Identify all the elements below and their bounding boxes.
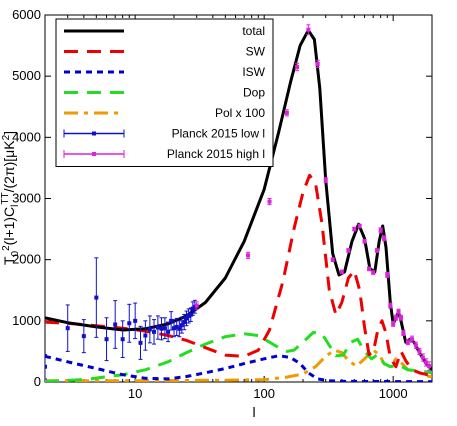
legend-label: Dop — [243, 86, 265, 100]
data-point-planck-2015-low-l — [188, 312, 193, 317]
data-point-planck-2015-low-l — [184, 316, 189, 321]
series-line-dop — [45, 331, 432, 382]
x-tick-label: 100 — [253, 386, 275, 401]
data-point-planck-2015-high-l — [391, 321, 396, 326]
data-point-planck-2015-high-l — [410, 337, 415, 342]
data-point-planck-2015-low-l — [174, 324, 179, 329]
data-point-planck-2015-high-l — [375, 248, 380, 253]
data-point-planck-2015-high-l — [362, 239, 367, 244]
legend-label: total — [242, 24, 265, 38]
data-point-planck-2015-low-l — [127, 321, 132, 326]
series-line-pol-x-100 — [45, 348, 432, 382]
data-point-planck-2015-low-l — [143, 333, 148, 338]
y-tick-label: 4000 — [12, 129, 41, 144]
data-point-planck-2015-low-l — [81, 334, 86, 339]
data-point-planck-2015-low-l — [104, 337, 109, 342]
series-layer — [45, 24, 432, 382]
x-tick-label: 1000 — [379, 386, 408, 401]
data-point-planck-2015-high-l — [382, 236, 387, 241]
data-point-planck-2015-low-l — [186, 313, 191, 318]
legend-swatch-marker — [92, 131, 96, 136]
legend-label: ISW — [242, 65, 265, 79]
data-point-planck-2015-low-l — [169, 318, 174, 323]
x-tick-label: 10 — [128, 386, 142, 401]
y-tick-label: 3000 — [12, 191, 41, 206]
data-point-planck-2015-low-l — [172, 326, 176, 331]
data-point-planck-2015-high-l — [284, 110, 289, 115]
legend-label: SW — [246, 45, 266, 59]
data-point-planck-2015-high-l — [339, 269, 344, 274]
data-point-planck-2015-low-l — [120, 337, 125, 342]
data-point-planck-2015-high-l — [401, 331, 406, 336]
data-point-planck-2015-high-l — [295, 64, 300, 69]
data-point-planck-2015-high-l — [371, 270, 376, 275]
x-axis-label: l — [252, 404, 255, 420]
data-point-planck-2015-high-l — [330, 257, 335, 262]
data-point-planck-2015-high-l — [385, 272, 390, 277]
data-point-planck-2015-high-l — [398, 315, 403, 320]
y-tick-label: 0 — [34, 374, 41, 389]
y-tick-label: 1000 — [12, 313, 41, 328]
y-tick-label: 2000 — [12, 252, 41, 267]
data-point-planck-2015-high-l — [306, 27, 311, 32]
data-point-planck-2015-low-l — [138, 340, 143, 345]
data-point-planck-2015-high-l — [267, 199, 272, 204]
data-point-planck-2015-low-l — [94, 295, 99, 300]
data-point-planck-2015-high-l — [424, 360, 429, 365]
data-point-planck-2015-low-l — [162, 326, 167, 331]
data-point-planck-2015-high-l — [413, 343, 418, 348]
data-point-planck-2015-high-l — [427, 364, 432, 369]
data-point-planck-2015-high-l — [396, 309, 401, 314]
data-point-planck-2015-low-l — [177, 326, 182, 331]
data-point-planck-2015-high-l — [378, 228, 383, 233]
data-point-planck-2015-low-l — [45, 364, 47, 369]
data-point-planck-2015-low-l — [182, 320, 187, 325]
data-point-planck-2015-high-l — [367, 266, 372, 271]
data-point-planck-2015-high-l — [315, 61, 320, 66]
data-point-planck-2015-high-l — [323, 178, 328, 183]
data-point-planck-2015-high-l — [352, 227, 357, 232]
data-point-planck-2015-high-l — [417, 349, 422, 354]
data-point-planck-2015-high-l — [388, 303, 393, 308]
data-point-planck-2015-high-l — [246, 253, 251, 258]
data-point-planck-2015-low-l — [147, 327, 152, 332]
data-point-planck-2015-high-l — [420, 355, 425, 360]
data-point-planck-2015-low-l — [179, 323, 184, 328]
data-point-planck-2015-low-l — [159, 326, 164, 331]
data-point-planck-2015-low-l — [155, 325, 160, 330]
y-tick-label: 5000 — [12, 68, 41, 83]
series-line-isw — [45, 354, 432, 382]
data-point-planck-2015-high-l — [393, 315, 398, 320]
data-point-planck-2015-high-l — [405, 340, 410, 345]
data-point-planck-2015-high-l — [194, 303, 199, 308]
legend: total SW ISW Dop Pol x 100 Planck 2015 low l P… — [55, 18, 274, 167]
legend-label: Planck 2015 high l — [167, 147, 265, 161]
data-point-planck-2015-high-l — [357, 224, 362, 229]
data-point-planck-2015-low-l — [166, 329, 171, 334]
legend-label: Planck 2015 low l — [172, 127, 265, 141]
data-point-planck-2015-low-l — [113, 322, 118, 327]
y-axis-label: T02(l+1)ClTT/(2π)[μK2] — [0, 131, 21, 265]
series-line-sw — [45, 173, 432, 378]
data-point-planck-2015-high-l — [346, 248, 351, 253]
plot-area — [45, 24, 432, 382]
data-point-planck-2015-low-l — [133, 318, 138, 323]
legend-label: Pol x 100 — [215, 106, 265, 120]
data-point-planck-2015-low-l — [152, 329, 157, 334]
axis-ticks: 0 1000 2000 3000 4000 5000 6000 10 100 1000 — [12, 7, 433, 401]
legend-swatch-marker — [92, 152, 96, 156]
y-tick-label: 6000 — [12, 7, 41, 22]
data-point-planck-2015-low-l — [65, 326, 70, 331]
